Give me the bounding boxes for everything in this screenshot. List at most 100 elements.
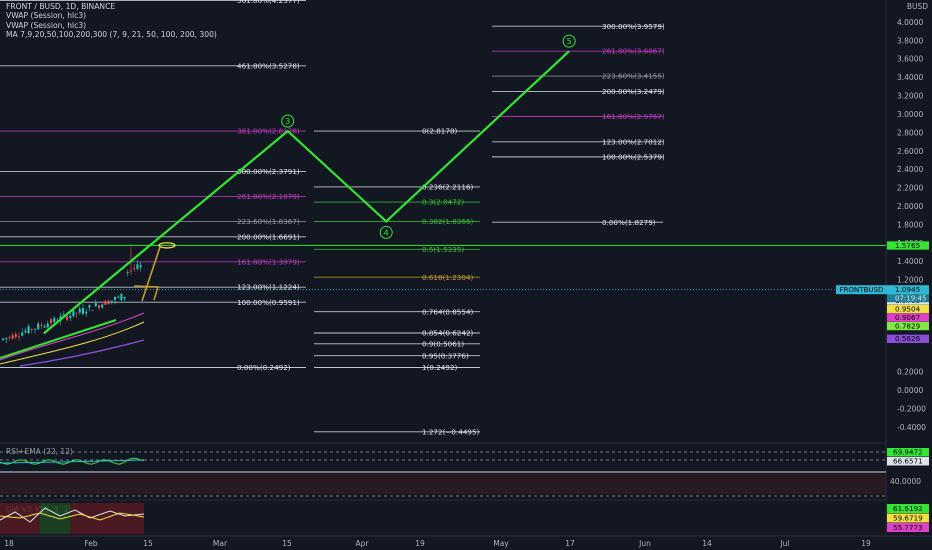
candle-body <box>91 310 94 311</box>
time-axis-tick: Feb <box>84 539 98 548</box>
legend-moving-averages[interactable]: MA 7,9,20,50,100,200,300 (7, 9, 21, 50, … <box>6 30 217 40</box>
candle-body <box>5 337 8 340</box>
candle-body <box>21 332 24 336</box>
kdj-value-tag[interactable] <box>887 513 929 523</box>
rsi-value-tag[interactable] <box>887 448 929 457</box>
time-axis-tick: Apr <box>356 539 370 548</box>
price-tag[interactable] <box>887 304 929 314</box>
rsi-panel-label[interactable]: RSI+EMA (22, 12) <box>6 447 73 456</box>
price-tag[interactable] <box>887 321 929 331</box>
moving-average-line <box>0 312 145 361</box>
time-axis-tick: Jul <box>779 539 789 548</box>
candle-body <box>136 264 139 269</box>
fib-retracement-label: 0.764(0.8554) <box>422 307 474 316</box>
wave-label-circle[interactable] <box>281 114 295 128</box>
candle-body <box>107 300 110 305</box>
candle-body <box>104 300 107 305</box>
kdj-value-tag[interactable] <box>887 504 929 513</box>
candle-body <box>53 318 56 322</box>
fib-target-label: 161.80%(2.9767) <box>602 112 665 121</box>
price-axis-tick: -0.4000 <box>897 423 926 432</box>
time-axis-tick: 18 <box>4 539 14 548</box>
rsi-ema-line <box>0 459 145 464</box>
fib-retracement-label: 0.618(1.2304) <box>422 273 474 282</box>
price-axis-tick: 3.6000 <box>897 55 923 64</box>
projection-path <box>133 285 160 301</box>
fib-extension-label: 361.80%(2.8178) <box>237 127 300 136</box>
elliott-wave-path[interactable]: 3 4 5 <box>43 34 576 335</box>
time-axis-tick: 17 <box>565 539 575 548</box>
fib-retracement-label: 0.854(0.6242) <box>422 329 474 338</box>
current-price-tag[interactable] <box>887 285 929 295</box>
fib-retracement-label: 0.3(2.0472) <box>422 198 464 207</box>
fib-target-label: 200.00%(3.2479) <box>602 87 665 96</box>
grid-layer <box>0 0 932 537</box>
price-axis-tick: 1.8000 <box>897 220 923 229</box>
fib-retracement-label: 1.272(−0.4495) <box>422 427 480 436</box>
countdown-label: 07:19:45 <box>895 295 926 303</box>
candle-body <box>114 297 116 300</box>
fib-retracement-label: 0.9(0.5061) <box>422 339 464 348</box>
candle-body <box>88 305 91 308</box>
kdj-value-tag[interactable] <box>887 523 929 532</box>
candle-body <box>27 326 30 334</box>
fib-retracement-label: 0.5(1.5335) <box>422 245 464 254</box>
price-axis-tick: 2.6000 <box>897 147 923 156</box>
candle-body <box>24 330 27 333</box>
candle-body <box>46 323 49 328</box>
fib-extension-label: 161.80%(1.3979) <box>237 257 300 266</box>
wave-label-5: 5 <box>567 37 572 46</box>
candle-body <box>101 304 104 308</box>
time-axis-tick: 15 <box>143 539 153 548</box>
candle-body <box>2 338 4 340</box>
rsi-line <box>0 457 145 465</box>
time-axis[interactable]: 18 Feb 15 Mar 15 Apr 19 May 17 Jun 14 Jul 19 <box>4 539 871 548</box>
candle-body <box>94 303 97 307</box>
candle-body <box>120 293 123 301</box>
price-tag[interactable] <box>887 334 929 343</box>
fib-target-label: 100.00%(2.5379) <box>602 152 665 161</box>
legend-symbol[interactable]: FRONT / BUSD, 1D, BINANCE <box>6 2 116 11</box>
wave-label-circle[interactable] <box>562 34 576 48</box>
fibonacci-levels[interactable]: 561.80%(4.2377) 461.80%(3.5278) 361.80%(2.… <box>0 0 886 436</box>
candle-body <box>82 308 84 314</box>
legend-vwap-1[interactable]: VWAP (Session, hlc3) <box>6 11 87 21</box>
wave-line[interactable] <box>43 50 570 335</box>
candle-body <box>78 308 81 313</box>
fib-extension-label: 200.00%(1.6691) <box>237 232 300 241</box>
legend-vwap-2[interactable]: VWAP (Session, hlc3) <box>6 20 87 30</box>
fib-target-label: 123.00%(2.7012) <box>602 137 665 146</box>
candle-body <box>75 312 78 314</box>
price-tag-label: 0.9504 <box>895 304 921 313</box>
price-axis-tick: 1.4000 <box>897 257 923 266</box>
axis-unit: BUSD <box>907 2 928 11</box>
fib-target-label: 0.00%(1.8279) <box>602 218 656 227</box>
wave-label-circle[interactable] <box>379 225 393 239</box>
price-tag-label: 0.7829 <box>895 321 921 330</box>
candle-body <box>11 335 14 339</box>
current-price-tag-label: 1.0945 <box>895 285 920 294</box>
kdj-d-line <box>0 512 145 521</box>
projection-target-marker[interactable] <box>158 242 176 249</box>
price-tag[interactable] <box>887 313 929 322</box>
price-candles <box>0 242 176 367</box>
ticker-tag[interactable] <box>836 285 887 295</box>
price-tag[interactable] <box>887 241 929 250</box>
price-axis-tick: 2.4000 <box>897 165 923 174</box>
candle-body <box>37 323 40 330</box>
candle-body <box>62 314 65 316</box>
candle-body <box>18 336 20 338</box>
candle-body <box>110 300 113 302</box>
price-axis-tick: 3.2000 <box>897 92 923 101</box>
rsi-value-tag[interactable] <box>887 457 929 466</box>
fib-extension-label: 123.00%(1.1224) <box>237 283 300 292</box>
price-tag-label: 0.5626 <box>895 334 921 343</box>
price-axis[interactable]: BUSD 4.0000 3.8000 3.6000 3.4000 3.2000 3.0000… <box>836 2 929 432</box>
price-axis-tick: 0.2000 <box>897 368 923 377</box>
time-axis-tick: 14 <box>702 539 712 548</box>
time-axis-tick: Mar <box>213 539 228 548</box>
kdj-value-label: 61.6192 <box>893 504 923 513</box>
rsi-band-fill <box>0 474 886 494</box>
price-axis-tick: 0.0000 <box>897 386 923 395</box>
